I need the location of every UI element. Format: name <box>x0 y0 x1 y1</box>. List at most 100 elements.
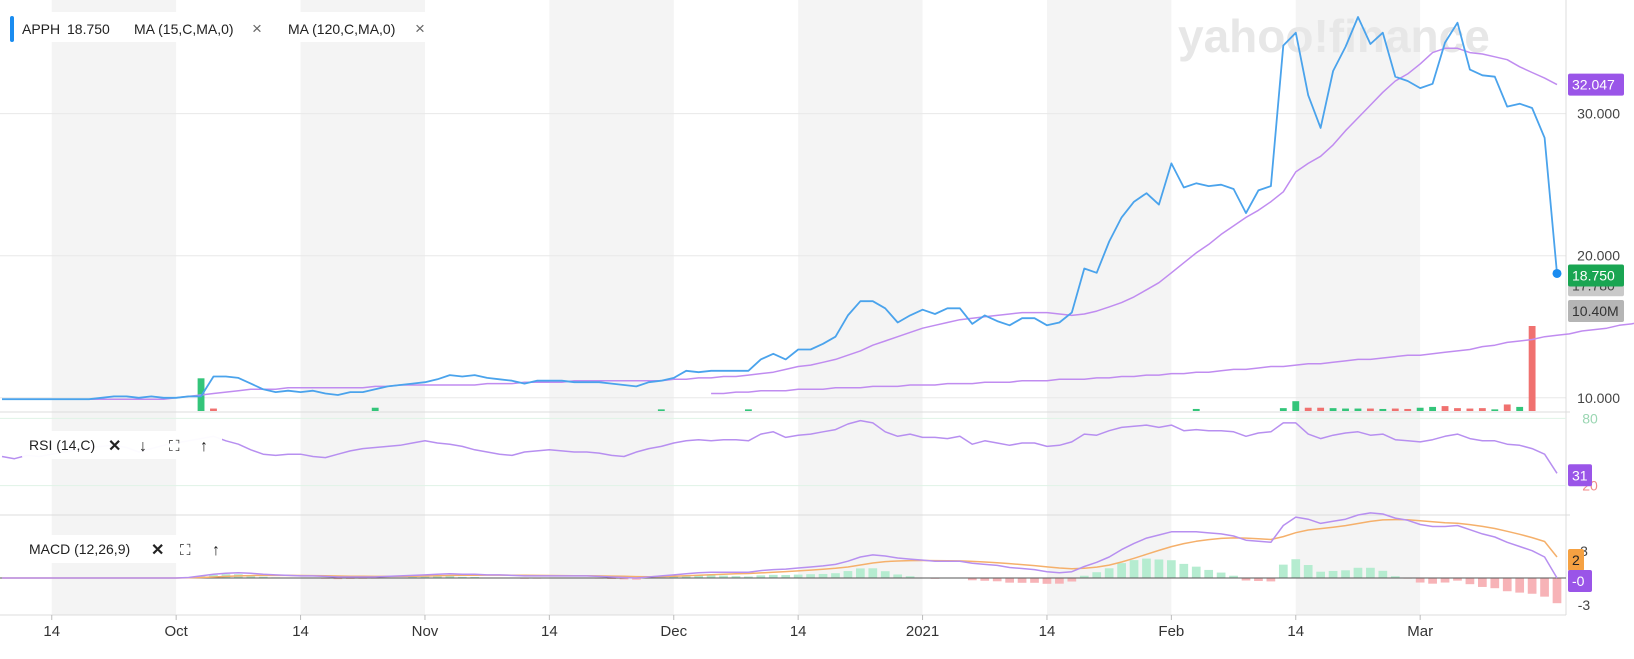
macd-histogram-bar <box>843 571 853 578</box>
price-line <box>2 16 1558 401</box>
macd-histogram-bar <box>1453 578 1462 581</box>
volume-bar <box>1503 404 1511 411</box>
macd-histogram-bar <box>1142 558 1151 578</box>
volume-bar <box>1416 407 1424 411</box>
date-stripe <box>1295 0 1421 615</box>
volume-bar <box>1391 408 1399 411</box>
last-price-dot <box>1552 268 1562 278</box>
macd-histogram-bar <box>1378 570 1388 578</box>
rsi-badge: 31 <box>1568 464 1592 487</box>
macd-histogram-bar <box>1241 578 1251 581</box>
volume-bar <box>657 409 665 411</box>
remove-ma-120-button[interactable]: × <box>415 19 425 38</box>
rsi-badge-text: 31 <box>1572 467 1588 483</box>
rsi-close-button[interactable]: ✕ <box>108 438 121 455</box>
rsi-move-down-button[interactable]: ↓ <box>139 438 147 455</box>
x-tick-label: 14 <box>292 623 309 640</box>
macd-signal-badge-text: 2 <box>1572 552 1580 568</box>
macd-histogram-bar <box>1353 567 1363 578</box>
watermark-logo: yahoo!finance <box>1178 10 1490 62</box>
rsi-legend-background <box>22 431 222 459</box>
x-tick-label: 14 <box>1287 623 1304 640</box>
price-badge: 18.750 <box>1568 264 1624 287</box>
macd-histogram-bar <box>1167 560 1176 578</box>
macd-histogram-bar <box>1042 578 1052 584</box>
rsi-move-up-button[interactable]: ↑ <box>200 438 208 455</box>
macd-histogram-bar <box>1415 578 1425 583</box>
macd-histogram-bar <box>445 575 455 578</box>
macd-histogram-bar <box>1490 578 1500 589</box>
macd-histogram-bar <box>1216 572 1226 578</box>
macd-histogram-bar <box>1104 568 1114 578</box>
volume-bar <box>1528 326 1536 411</box>
macd-histogram-bar <box>856 568 865 578</box>
macd-histogram-bar <box>1030 578 1039 583</box>
macd-histogram-bar <box>1117 563 1126 578</box>
macd-expand-button[interactable]: ⛶ <box>180 542 191 559</box>
x-tick-label: 14 <box>790 623 807 640</box>
macd-histogram-bar <box>1540 578 1549 597</box>
macd-histogram-bar <box>1204 569 1214 578</box>
macd-histogram-bar <box>992 578 1002 582</box>
macd-histogram-bar <box>831 573 840 578</box>
macd-histogram-bar <box>433 576 442 578</box>
date-stripe <box>51 0 177 615</box>
gridlines <box>0 113 1566 399</box>
macd-histogram-bar <box>731 576 741 578</box>
x-tick-label: 14 <box>43 623 60 640</box>
volume-bar <box>210 408 217 411</box>
x-tick-label: Feb <box>1158 623 1184 640</box>
macd-histogram-bar <box>967 578 977 581</box>
macd-histogram-bar <box>1515 578 1525 593</box>
macd-histogram-bar <box>1254 578 1263 582</box>
macd-signal-badge-box <box>1568 549 1584 571</box>
price-tick-label: 20.000 <box>1577 248 1620 264</box>
price-legend: APPH 18.750 MA (15,C,MA,0) × MA (120,C,M… <box>4 12 438 42</box>
volume-bar <box>1491 409 1499 411</box>
macd-badge: -0 <box>1568 570 1592 592</box>
macd-histogram-bar <box>1055 578 1064 584</box>
x-tick-label: Mar <box>1407 623 1433 640</box>
macd-histogram-bar <box>1005 578 1014 583</box>
price-tick-label: 30.000 <box>1577 106 1620 122</box>
macd-histogram-bar <box>1191 566 1201 578</box>
macd-histogram-bar <box>1229 575 1238 578</box>
volume-bar <box>1317 407 1325 411</box>
volume-bar <box>1379 408 1387 411</box>
volume-badge: 10.40M <box>1568 300 1624 322</box>
remove-ma-15-button[interactable]: × <box>252 19 262 38</box>
date-stripe <box>300 0 425 615</box>
macd-histogram-bar <box>806 574 815 578</box>
macd-histogram-bar <box>905 576 915 578</box>
macd-histogram-bar <box>1278 564 1288 578</box>
macd-histogram-bar <box>893 574 903 578</box>
x-tick-label: Nov <box>412 623 439 640</box>
macd-histogram-bar <box>706 574 716 578</box>
macd-histogram-bar <box>694 574 703 578</box>
macd-move-up-button[interactable]: ↑ <box>212 542 220 559</box>
volume-bar <box>1429 406 1437 411</box>
macd-histogram-bar <box>246 575 256 578</box>
macd-signal-badge: 2 <box>1568 549 1584 571</box>
volume-bar <box>1478 408 1486 411</box>
macd-legend: MACD (12,26,9) ✕ ⛶ ↑ <box>22 535 234 563</box>
macd-close-button[interactable]: ✕ <box>151 542 164 559</box>
macd-histogram-bar <box>1079 575 1089 578</box>
macd-histogram-bar <box>1552 578 1562 604</box>
macd-histogram-bar <box>1478 578 1487 587</box>
macd-histogram-bar <box>1366 567 1375 578</box>
macd-histogram-bar <box>818 573 828 578</box>
volume-bar <box>1366 408 1374 411</box>
macd-signal-line <box>2 518 1558 579</box>
date-stripe <box>549 0 674 615</box>
legend-ticker: APPH <box>22 21 60 37</box>
rsi-line <box>1 419 1558 474</box>
x-axis: 14 Oct 14 Nov 14 Dec 14 2021 14 Feb 14 Mar <box>43 615 1433 640</box>
rsi-expand-button[interactable]: ⛶ <box>169 438 180 455</box>
macd-histogram-bar <box>632 578 641 580</box>
macd-histogram-bar <box>1266 578 1276 582</box>
ma-15-badge: 32.047 <box>1568 73 1624 96</box>
macd-histogram-bar <box>1179 563 1189 578</box>
volume-bar <box>1329 408 1337 411</box>
